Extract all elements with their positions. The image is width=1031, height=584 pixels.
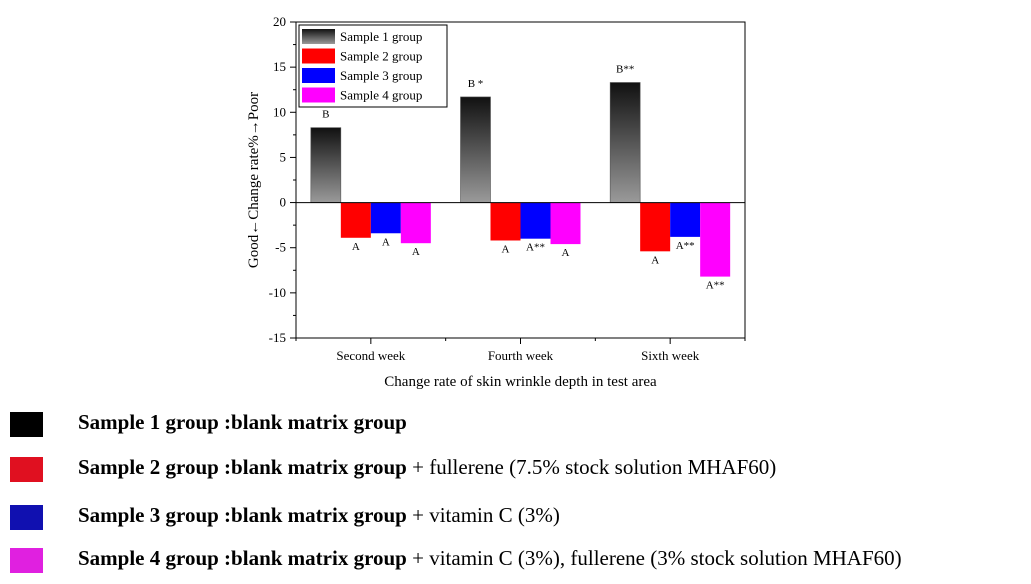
bar-label-s2-c2: A: [502, 243, 510, 255]
y-tick-label-2: 15: [273, 59, 286, 74]
y-tick-label-7: -10: [269, 285, 286, 300]
bar-s4-c2: [550, 202, 581, 245]
key-name-sample-3: Sample 3 group :blank matrix group: [78, 503, 407, 527]
key-text-sample-4: Sample 4 group :blank matrix group + vit…: [78, 546, 902, 571]
bar-s1-c3: [609, 82, 641, 203]
legend-swatch-s3: [302, 68, 335, 83]
key-desc-sample-4: + vitamin C (3%), fullerene (3% stock so…: [406, 546, 902, 570]
key-name-sample-4: Sample 4 group :blank matrix group: [78, 546, 407, 570]
bar-label-s2-c1: A: [352, 241, 360, 253]
bar-s3-c2: [520, 202, 551, 239]
key-row-sample-2: Sample 2 group :blank matrix group + ful…: [0, 453, 1031, 487]
y-tick-label-4: 5: [280, 149, 287, 164]
legend-label-s3: Sample 3 group: [340, 68, 422, 83]
legend-label-s1: Sample 1 group: [340, 29, 422, 44]
y-tick-label-1: 20: [273, 14, 286, 29]
y-axis-title: Good←Change rate%→Poor: [246, 92, 262, 268]
bar-s4-c3: [700, 202, 731, 277]
key-swatch-sample-3: [10, 505, 43, 530]
bar-s1-c2: [460, 96, 491, 203]
key-row-sample-3: Sample 3 group :blank matrix group + vit…: [0, 501, 1031, 535]
x-tick-label-3: Sixth week: [641, 348, 700, 363]
bar-label-s1-c2: B *: [468, 78, 484, 90]
key-swatch-sample-2: [10, 457, 43, 482]
bar-s3-c3: [670, 202, 701, 237]
key-desc-sample-3: + vitamin C (3%): [406, 503, 560, 527]
y-tick-label-8: -15: [269, 330, 286, 345]
key-text-sample-2: Sample 2 group :blank matrix group + ful…: [78, 455, 776, 480]
y-tick-label-6: -5: [275, 240, 286, 255]
legend-swatch-s2: [302, 48, 335, 64]
key-row-sample-4: Sample 4 group :blank matrix group + vit…: [0, 544, 1031, 578]
bar-s4-c1: [400, 202, 431, 244]
key-desc-sample-2: + fullerene (7.5% stock solution MHAF60): [406, 455, 777, 479]
bar-label-s1-c3: B**: [616, 63, 634, 75]
x-tick-label-1: Second week: [336, 348, 405, 363]
bar-label-s4-c2: A: [562, 247, 570, 259]
bar-label-s4-c1: A: [412, 246, 420, 258]
key-swatch-sample-1: [10, 412, 43, 437]
y-tick-label-3: 10: [273, 104, 286, 119]
key-text-sample-1: Sample 1 group :blank matrix group: [78, 410, 407, 435]
x-axis-title: Change rate of skin wrinkle depth in tes…: [384, 374, 657, 390]
bar-s2-c2: [490, 202, 521, 241]
legend-label-s4: Sample 4 group: [340, 88, 422, 103]
bar-s3-c1: [370, 202, 401, 234]
bar-label-s4-c3: A**: [706, 280, 725, 292]
bar-label-s1-c1: B: [322, 109, 329, 121]
legend-swatch-s1: [302, 29, 335, 44]
bar-s1-c1: [310, 127, 342, 203]
legend-label-s2: Sample 2 group: [340, 49, 422, 64]
key-swatch-sample-4: [10, 548, 43, 573]
x-tick-label-2: Fourth week: [488, 348, 554, 363]
y-tick-label-5: 0: [280, 195, 287, 210]
bar-s2-c3: [640, 202, 671, 252]
key-row-sample-1: Sample 1 group :blank matrix group: [0, 408, 1031, 442]
bar-label-s3-c3: A**: [676, 240, 695, 252]
key-name-sample-2: Sample 2 group :blank matrix group: [78, 455, 407, 479]
key-name-sample-1: Sample 1 group :blank matrix group: [78, 410, 407, 434]
legend-swatch-s4: [302, 87, 335, 103]
bar-s2-c1: [340, 202, 371, 238]
bar-label-s3-c1: A: [382, 236, 390, 248]
key-text-sample-3: Sample 3 group :blank matrix group + vit…: [78, 503, 560, 528]
bar-chart: B B * B** A A A A A** A** A A A** 20 15 10 5 0 -5 -10 -15 Se…: [246, 14, 746, 390]
bar-label-s2-c3: A: [651, 254, 659, 266]
bar-label-s3-c2: A**: [526, 242, 545, 254]
